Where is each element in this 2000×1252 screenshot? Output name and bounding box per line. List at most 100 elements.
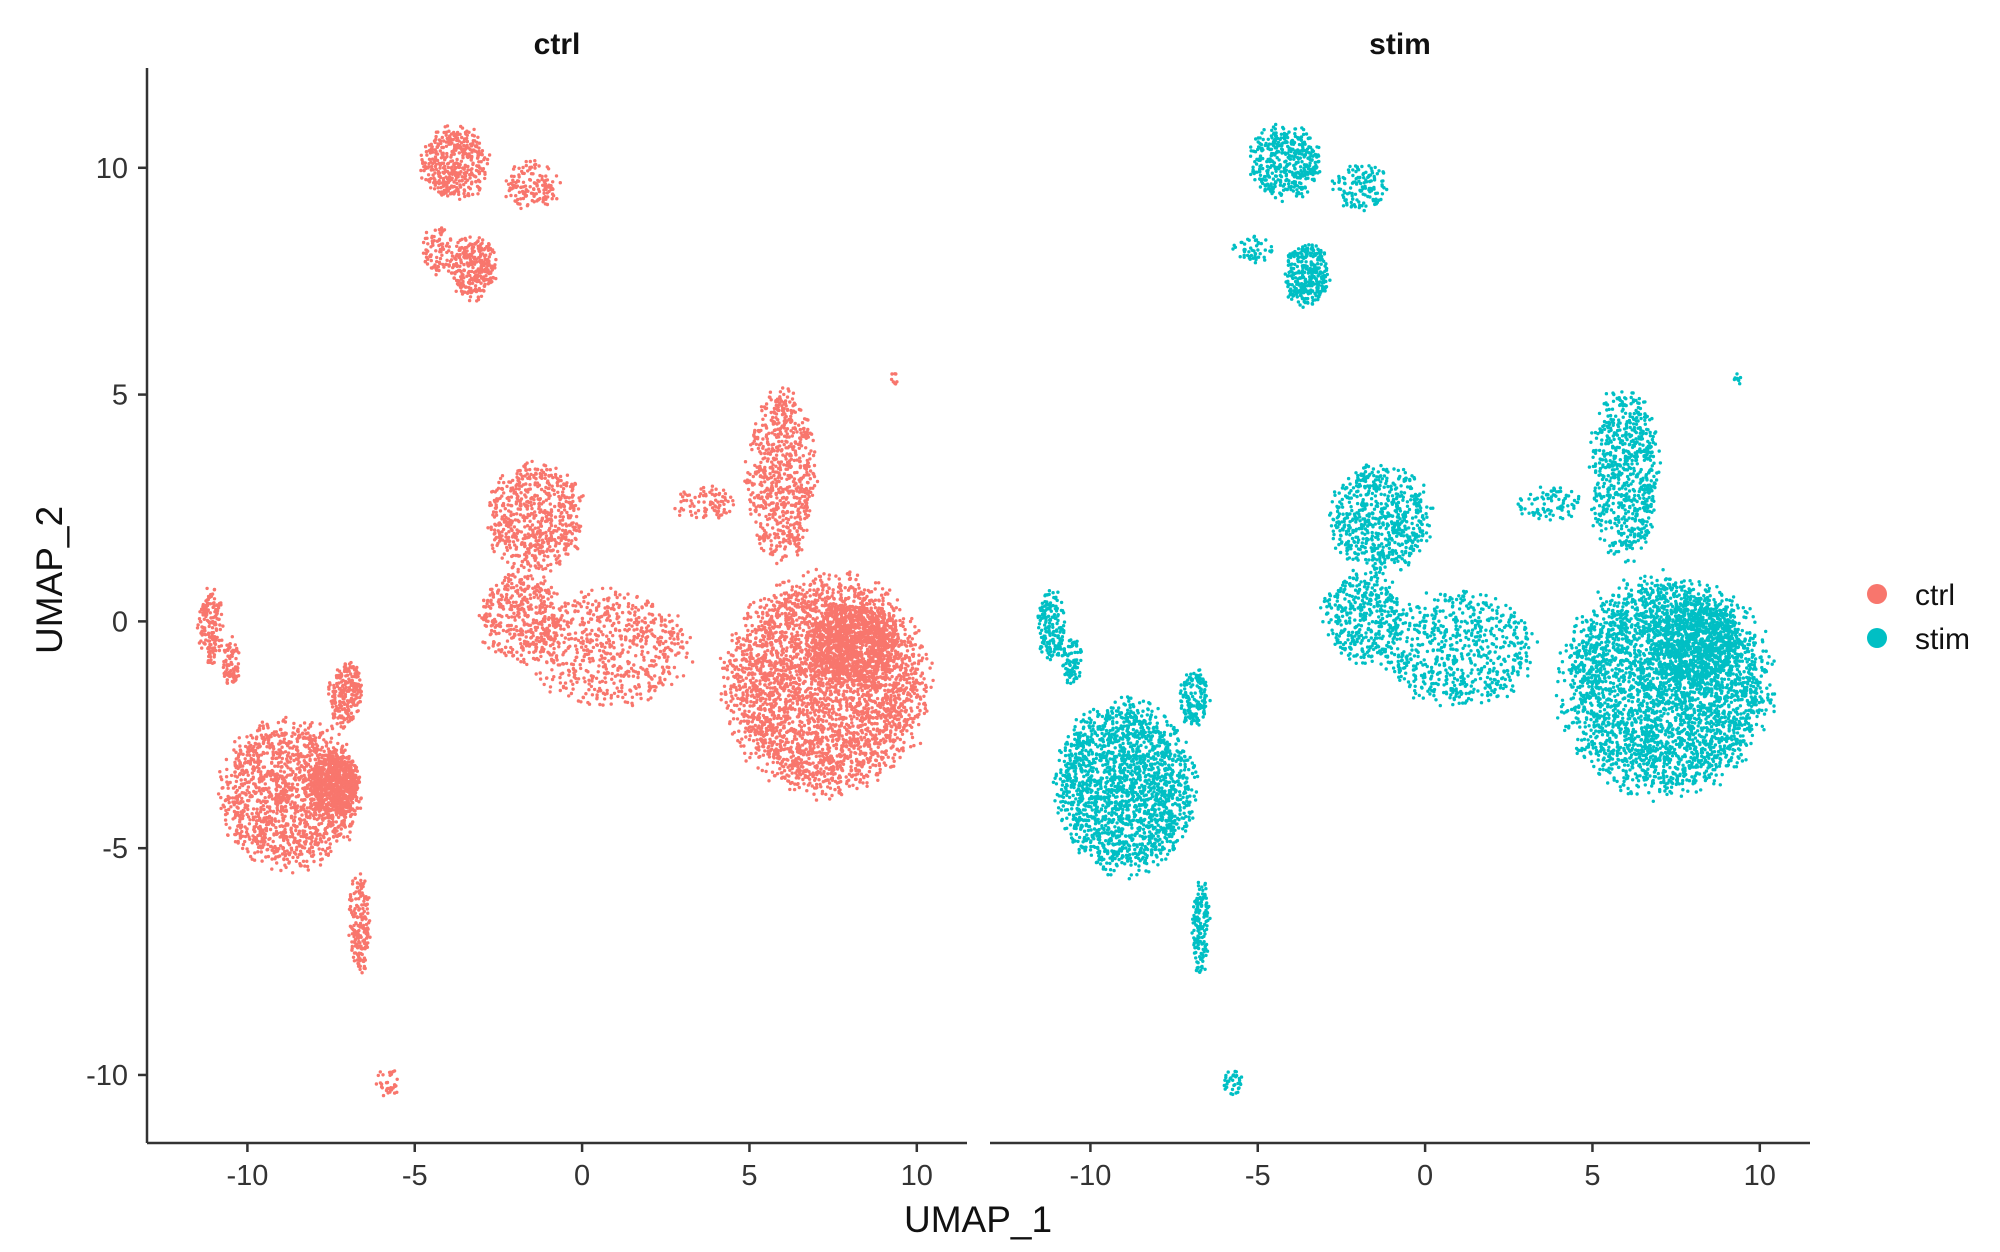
point-ctrl xyxy=(364,917,368,921)
point-ctrl xyxy=(519,602,523,607)
point-ctrl xyxy=(285,758,289,763)
point-ctrl xyxy=(573,525,577,529)
point-ctrl xyxy=(513,618,517,622)
point-ctrl xyxy=(552,591,556,595)
point-ctrl xyxy=(285,849,289,853)
point-ctrl xyxy=(487,646,491,650)
point-ctrl xyxy=(510,581,514,586)
point-ctrl xyxy=(629,618,633,622)
point-ctrl xyxy=(296,793,301,798)
point-ctrl xyxy=(243,761,247,765)
point-ctrl xyxy=(348,830,352,834)
point-ctrl xyxy=(506,584,510,588)
point-ctrl xyxy=(519,660,523,664)
point-ctrl xyxy=(468,176,472,180)
point-ctrl xyxy=(526,574,530,579)
point-ctrl xyxy=(360,903,364,907)
point-ctrl xyxy=(322,798,326,802)
point-ctrl xyxy=(541,183,545,187)
point-ctrl xyxy=(445,124,450,128)
point-ctrl xyxy=(456,175,460,179)
point-ctrl xyxy=(513,604,517,609)
point-ctrl xyxy=(438,256,443,261)
point-ctrl xyxy=(459,289,464,293)
point-ctrl xyxy=(357,928,361,933)
point-ctrl xyxy=(265,805,270,809)
point-ctrl xyxy=(513,575,517,579)
point-ctrl xyxy=(324,852,328,856)
point-ctrl xyxy=(299,805,303,809)
point-ctrl xyxy=(233,665,238,669)
point-ctrl xyxy=(238,820,242,824)
point-ctrl xyxy=(555,477,560,481)
point-ctrl xyxy=(548,468,552,472)
point-ctrl xyxy=(506,573,511,577)
point-ctrl xyxy=(492,640,496,645)
point-ctrl xyxy=(454,257,458,262)
point-ctrl xyxy=(333,773,337,777)
point-ctrl xyxy=(483,623,487,628)
point-ctrl xyxy=(275,811,279,815)
point-ctrl xyxy=(273,777,277,781)
point-ctrl xyxy=(530,506,534,511)
point-ctrl xyxy=(343,804,347,808)
point-ctrl xyxy=(305,859,309,863)
point-ctrl xyxy=(328,792,332,796)
point-ctrl xyxy=(441,184,445,188)
point-ctrl xyxy=(522,642,527,646)
point-ctrl xyxy=(336,795,340,800)
point-ctrl xyxy=(483,172,487,176)
point-ctrl xyxy=(426,173,431,177)
point-ctrl xyxy=(479,264,484,268)
point-ctrl xyxy=(636,675,640,680)
point-ctrl xyxy=(511,167,516,171)
point-ctrl xyxy=(536,467,540,472)
point-ctrl xyxy=(463,194,467,199)
point-ctrl xyxy=(480,241,484,245)
point-ctrl xyxy=(561,504,566,508)
point-ctrl xyxy=(280,813,284,817)
point-ctrl xyxy=(297,734,301,738)
point-ctrl xyxy=(349,660,353,665)
point-ctrl xyxy=(638,692,643,696)
point-ctrl xyxy=(289,816,294,820)
point-ctrl xyxy=(222,659,226,664)
point-ctrl xyxy=(305,810,309,814)
point-ctrl xyxy=(434,134,438,139)
point-ctrl xyxy=(325,792,329,796)
point-ctrl xyxy=(283,750,288,754)
point-ctrl xyxy=(346,720,350,724)
point-ctrl xyxy=(395,1090,399,1095)
point-ctrl xyxy=(292,840,296,845)
point-ctrl xyxy=(222,648,227,653)
point-ctrl xyxy=(290,785,294,789)
point-ctrl xyxy=(340,673,344,678)
point-ctrl xyxy=(507,650,511,654)
point-ctrl xyxy=(487,262,491,266)
point-ctrl xyxy=(539,581,543,585)
point-ctrl xyxy=(335,839,339,843)
point-ctrl xyxy=(552,537,557,542)
point-ctrl xyxy=(476,267,480,271)
point-ctrl xyxy=(358,924,362,929)
point-ctrl xyxy=(520,559,524,564)
point-ctrl xyxy=(350,926,354,930)
point-ctrl xyxy=(533,564,537,568)
point-ctrl xyxy=(475,156,480,160)
point-ctrl xyxy=(544,174,548,178)
point-ctrl xyxy=(344,796,348,801)
point-ctrl xyxy=(605,688,609,693)
point-ctrl xyxy=(276,761,281,765)
point-ctrl xyxy=(356,936,361,940)
point-ctrl xyxy=(480,149,485,153)
point-ctrl xyxy=(676,614,680,618)
point-ctrl xyxy=(307,782,311,786)
point-ctrl xyxy=(462,268,466,272)
point-ctrl xyxy=(260,787,265,791)
point-ctrl xyxy=(212,646,217,650)
point-ctrl xyxy=(533,548,537,553)
point-ctrl xyxy=(451,137,455,142)
point-ctrl xyxy=(347,933,351,937)
point-ctrl xyxy=(225,643,229,647)
point-ctrl xyxy=(511,183,515,187)
